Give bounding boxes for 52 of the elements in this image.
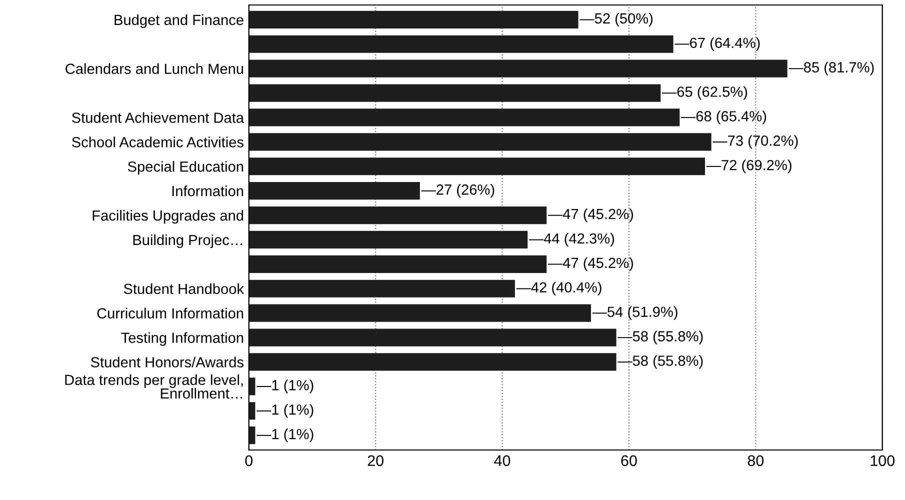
y-tick-label: Calendars and Lunch Menu bbox=[66, 63, 244, 74]
x-tick-label: 100 bbox=[870, 455, 895, 466]
data-label: —85 (81.7%) bbox=[788, 62, 874, 76]
y-tick-label: Building Projec… bbox=[133, 234, 242, 248]
data-label: —1 (1%) bbox=[256, 404, 314, 418]
bar bbox=[248, 35, 674, 53]
data-label: —52 (50%) bbox=[580, 12, 653, 26]
y-tick-label: Special Education bbox=[128, 161, 244, 175]
data-label: —58 (55.8%) bbox=[618, 355, 703, 369]
data-label: —47 (45.2%) bbox=[548, 257, 634, 271]
y-tick-label: Data trends per grade level, Enrollment… bbox=[65, 374, 243, 399]
bar bbox=[248, 84, 661, 102]
bar bbox=[248, 60, 788, 78]
bar bbox=[248, 10, 578, 28]
y-tick-label: Student Achievement Data bbox=[72, 112, 244, 123]
data-label: —72 (69.2%) bbox=[706, 160, 792, 174]
bar bbox=[248, 206, 547, 224]
data-label: —65 (62.5%) bbox=[662, 86, 748, 100]
data-label: —27 (26%) bbox=[421, 184, 494, 198]
data-label: —1 (1%) bbox=[256, 380, 314, 394]
y-tick-label: Curriculum Information bbox=[97, 308, 244, 319]
data-label: —42 (40.4%) bbox=[516, 282, 602, 296]
bar bbox=[248, 304, 591, 322]
x-tick-label: 80 bbox=[748, 455, 764, 466]
bar bbox=[248, 255, 547, 273]
data-label: —58 (55.8%) bbox=[618, 330, 703, 344]
data-label: —47 (45.2%) bbox=[548, 208, 634, 222]
x-tick-label: 0 bbox=[245, 455, 253, 466]
bar bbox=[248, 280, 515, 298]
data-label: —73 (70.2%) bbox=[712, 135, 798, 149]
x-tick-label: 40 bbox=[494, 455, 510, 466]
bar bbox=[248, 230, 528, 249]
data-label: —44 (42.3%) bbox=[529, 232, 614, 247]
y-tick-label: Student Honors/Awards bbox=[90, 356, 244, 368]
bar bbox=[248, 108, 680, 126]
data-label: —1 (1%) bbox=[256, 428, 314, 442]
bar bbox=[248, 133, 712, 151]
y-tick-label: Student Handbook bbox=[124, 283, 244, 294]
bar bbox=[248, 182, 420, 200]
y-tick-label: School Academic Activities bbox=[72, 136, 244, 148]
bar bbox=[248, 158, 705, 176]
y-tick-label: Testing Information bbox=[121, 332, 244, 346]
x-tick-label: 60 bbox=[621, 455, 637, 466]
bar bbox=[248, 353, 616, 371]
y-tick-label: Information bbox=[172, 186, 244, 196]
x-tick-label: 20 bbox=[368, 455, 384, 466]
y-tick-label: Facilities Upgrades and bbox=[92, 210, 244, 224]
bar bbox=[248, 328, 616, 346]
data-label: —67 (64.4%) bbox=[674, 37, 760, 51]
y-tick-label: Budget and Finance bbox=[114, 14, 244, 28]
data-label: —54 (51.9%) bbox=[592, 306, 678, 320]
data-label: —68 (65.4%) bbox=[681, 110, 766, 124]
